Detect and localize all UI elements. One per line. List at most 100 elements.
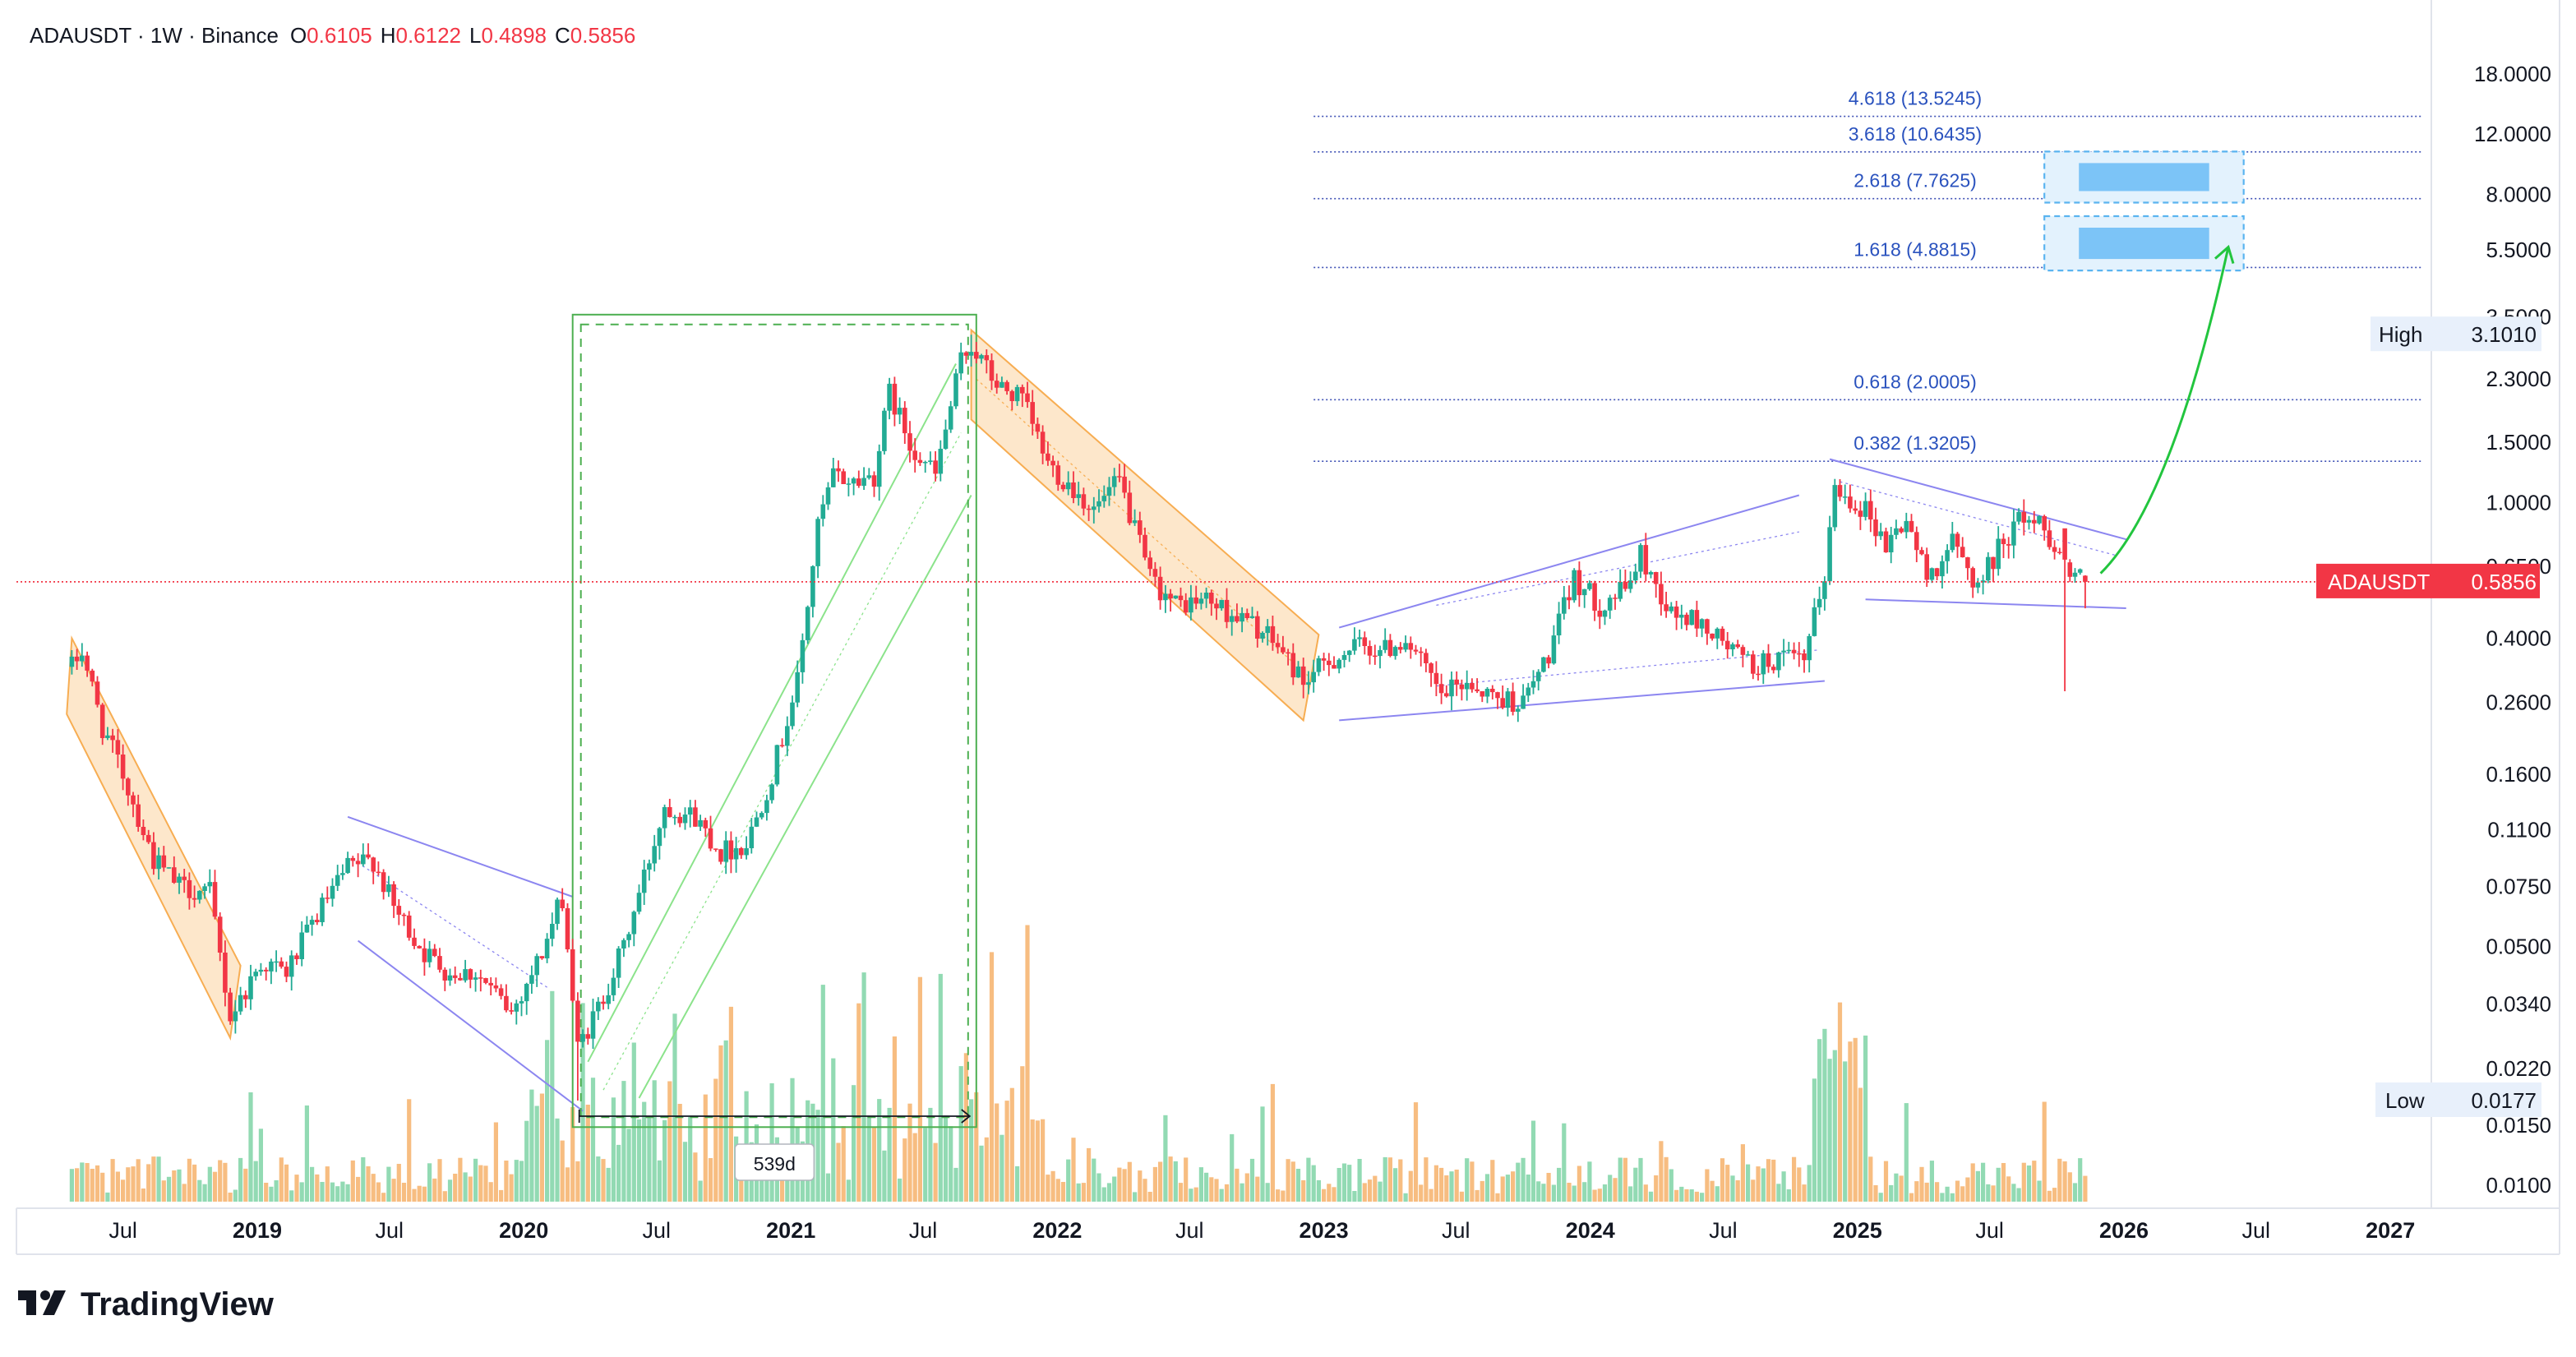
candle-body[interactable] — [539, 956, 545, 958]
candle-body[interactable] — [182, 876, 187, 880]
candle-body[interactable] — [524, 984, 529, 1002]
candle-body[interactable] — [1025, 393, 1030, 403]
triangle-upper[interactable] — [1829, 458, 2126, 541]
candle-body[interactable] — [1868, 501, 1873, 519]
candle-body[interactable] — [1505, 691, 1511, 709]
candle-body[interactable] — [1081, 494, 1087, 509]
candle-body[interactable] — [1444, 693, 1449, 697]
candle-body[interactable] — [1577, 570, 1582, 596]
candle-body[interactable] — [749, 826, 755, 848]
candle-body[interactable] — [1219, 599, 1224, 609]
candle-body[interactable] — [1117, 476, 1122, 478]
rising-pattern-lower[interactable] — [1339, 680, 1825, 722]
candle-body[interactable] — [1669, 606, 1674, 612]
candle-body[interactable] — [1602, 610, 1608, 617]
candle-body[interactable] — [1387, 639, 1393, 656]
candle-body[interactable] — [151, 842, 156, 870]
candle-body[interactable] — [892, 383, 898, 415]
candle-body[interactable] — [1111, 476, 1117, 487]
candle-body[interactable] — [1705, 619, 1710, 634]
candle-body[interactable] — [555, 899, 560, 925]
candle-body[interactable] — [1648, 572, 1654, 575]
candle-body[interactable] — [1173, 595, 1179, 599]
candle-body[interactable] — [1076, 494, 1081, 498]
candle-body[interactable] — [1096, 501, 1101, 507]
candle-body[interactable] — [728, 840, 734, 860]
candle-body[interactable] — [1546, 657, 1551, 664]
candle-body[interactable] — [233, 1011, 238, 1022]
candle-body[interactable] — [406, 915, 412, 938]
candle-body[interactable] — [2077, 569, 2083, 573]
candle-body[interactable] — [1316, 658, 1322, 672]
candle-body[interactable] — [1878, 531, 1883, 537]
bull-channel-mid[interactable] — [602, 432, 962, 1091]
candle-body[interactable] — [1373, 655, 1378, 658]
candle-body[interactable] — [355, 861, 361, 865]
candle-body[interactable] — [1623, 581, 1628, 589]
candle-body[interactable] — [575, 1000, 580, 1042]
candle-body[interactable] — [1551, 635, 1557, 664]
candle-body[interactable] — [953, 373, 958, 407]
candle-body[interactable] — [1147, 557, 1152, 570]
candle-body[interactable] — [2042, 516, 2047, 531]
candle-body[interactable] — [616, 949, 621, 978]
candle-body[interactable] — [999, 381, 1004, 388]
candle-body[interactable] — [1914, 532, 1919, 551]
candle-body[interactable] — [1429, 663, 1433, 673]
candle-body[interactable] — [1454, 679, 1459, 685]
candle-body[interactable] — [1127, 492, 1133, 524]
candle-body[interactable] — [1745, 654, 1751, 656]
candle-body[interactable] — [1627, 580, 1633, 589]
candle-body[interactable] — [1975, 582, 1981, 588]
candle-body[interactable] — [1970, 568, 1975, 588]
candle-body[interactable] — [759, 813, 764, 818]
candle-body[interactable] — [1255, 616, 1260, 639]
candle-body[interactable] — [99, 704, 105, 738]
candle-body[interactable] — [570, 949, 575, 1001]
candle-body[interactable] — [1163, 593, 1168, 601]
candle-body[interactable] — [1484, 689, 1490, 697]
candle-body[interactable] — [1899, 528, 1904, 533]
candle-body[interactable] — [1618, 581, 1623, 599]
candle-body[interactable] — [325, 898, 330, 899]
rising-pattern-mid-lower[interactable] — [1436, 649, 1820, 687]
candle-body[interactable] — [1715, 628, 1720, 639]
chart-overlay[interactable] — [16, 150, 2431, 583]
candle-body[interactable] — [131, 795, 136, 805]
candle-body[interactable] — [636, 893, 642, 912]
candle-body[interactable] — [810, 565, 815, 607]
candle-body[interactable] — [2052, 547, 2057, 552]
candle-body[interactable] — [682, 815, 688, 824]
candle-body[interactable] — [769, 784, 774, 801]
candle-body[interactable] — [1475, 689, 1480, 691]
candle-body[interactable] — [299, 932, 304, 960]
candle-body[interactable] — [1392, 647, 1398, 657]
candle-body[interactable] — [1178, 595, 1184, 601]
candle-body[interactable] — [391, 884, 396, 907]
candle-body[interactable] — [1587, 583, 1592, 589]
candle-body[interactable] — [1424, 653, 1429, 663]
candle-body[interactable] — [1101, 496, 1107, 501]
candle-body[interactable] — [1367, 646, 1373, 656]
candle-body[interactable] — [166, 867, 172, 869]
candle-body[interactable] — [1526, 687, 1531, 696]
candle-body[interactable] — [386, 884, 391, 893]
candle-body[interactable] — [657, 828, 662, 847]
candle-body[interactable] — [667, 807, 672, 818]
candle-body[interactable] — [1300, 666, 1306, 685]
candle-body[interactable] — [1929, 568, 1935, 580]
candle-body[interactable] — [412, 937, 417, 946]
candle-body[interactable] — [903, 408, 907, 434]
candle-body[interactable] — [422, 948, 427, 962]
candle-body[interactable] — [1168, 593, 1173, 599]
candle-body[interactable] — [1960, 547, 1965, 557]
projection-arrow[interactable] — [2099, 247, 2230, 575]
candle-body[interactable] — [95, 681, 100, 705]
candle-body[interactable] — [1449, 679, 1454, 697]
candle-body[interactable] — [1480, 691, 1485, 697]
candle-body[interactable] — [1341, 655, 1347, 660]
candle-body[interactable] — [989, 360, 995, 381]
candle-body[interactable] — [1198, 598, 1204, 604]
candle-body[interactable] — [1940, 561, 1945, 577]
